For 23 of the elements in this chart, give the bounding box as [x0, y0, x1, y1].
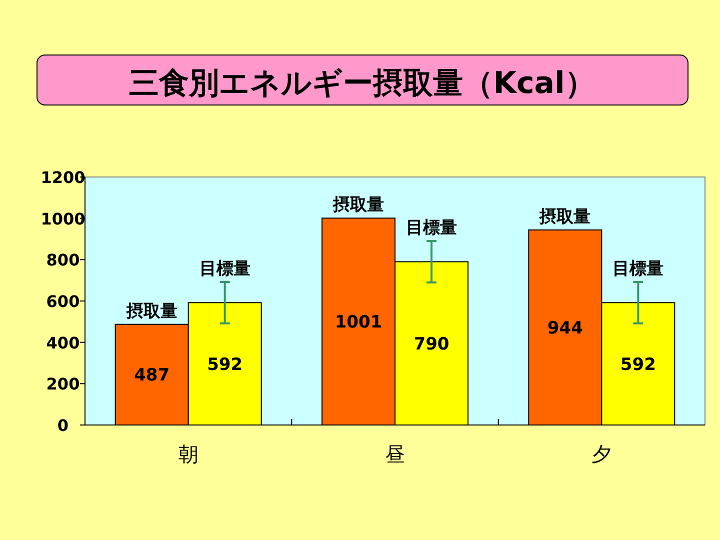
data-label: 790: [414, 334, 450, 354]
y-tick-label: 1000: [40, 209, 86, 228]
y-tick-label: 600: [46, 292, 80, 311]
data-label: 944: [547, 318, 584, 338]
text: 目標量: [612, 258, 664, 279]
y-tick-label: 400: [46, 333, 80, 352]
x-tick-label: 昼: [385, 442, 405, 466]
y-tick-label: 0: [57, 416, 69, 435]
text: 摂取量: [333, 195, 384, 216]
chart-title: 三食別エネルギー摂取量（Kcal）: [129, 66, 595, 101]
series-label: 目標量: [199, 258, 250, 279]
x-tick-label: 朝: [178, 442, 198, 466]
data-label: 592: [207, 354, 243, 375]
x-tick-label: 夕: [592, 442, 612, 466]
data-label: 487: [134, 366, 170, 386]
text: 目標量: [406, 218, 457, 238]
data-label: 1001: [334, 312, 382, 333]
data-label: 592: [620, 354, 656, 375]
y-tick-label: 800: [46, 250, 80, 270]
y-tick-label: 200: [46, 374, 80, 394]
text: 摂取量: [540, 206, 591, 227]
y-tick-label: 1200: [40, 168, 86, 187]
series-label: 摂取量: [125, 301, 178, 322]
